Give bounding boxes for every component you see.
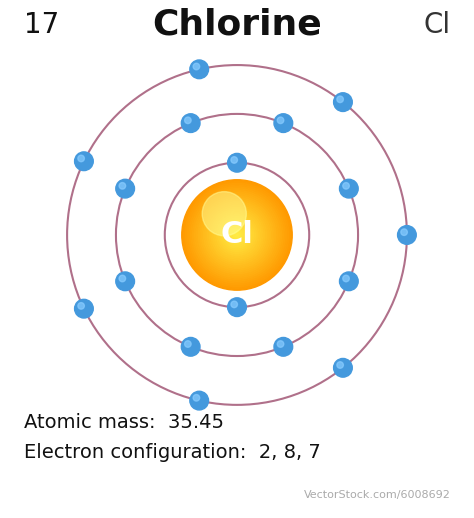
Circle shape [210,207,264,263]
Circle shape [116,179,135,198]
Text: Atomic mass:  35.45: Atomic mass: 35.45 [24,413,224,433]
Circle shape [74,299,93,318]
Circle shape [211,209,263,261]
Circle shape [334,93,352,111]
Circle shape [206,204,268,266]
Circle shape [220,219,254,252]
Circle shape [337,96,343,103]
Circle shape [339,179,358,198]
Circle shape [202,192,246,236]
Circle shape [339,272,358,291]
Circle shape [182,180,292,290]
Circle shape [337,362,343,368]
Circle shape [277,341,284,347]
Text: VectorStock®: VectorStock® [24,488,120,501]
Text: Chlorine: Chlorine [152,8,322,42]
Circle shape [190,60,209,79]
Circle shape [231,301,237,308]
Circle shape [334,358,352,377]
Circle shape [226,224,248,246]
Circle shape [228,153,246,172]
Circle shape [233,231,241,239]
Circle shape [182,337,200,356]
Circle shape [198,196,276,274]
Circle shape [222,220,252,250]
Text: Cl: Cl [220,221,254,250]
Circle shape [182,114,200,133]
Circle shape [190,391,209,410]
Circle shape [277,117,284,124]
Circle shape [193,63,200,70]
Circle shape [231,229,243,240]
Circle shape [116,272,135,291]
Circle shape [193,191,281,279]
Circle shape [184,117,191,124]
Circle shape [215,213,259,257]
Circle shape [343,182,349,189]
Circle shape [274,337,292,356]
Circle shape [195,193,279,277]
Circle shape [228,298,246,316]
Circle shape [185,183,289,286]
Circle shape [197,194,277,276]
Circle shape [343,275,349,282]
Text: 17: 17 [24,11,59,39]
Circle shape [183,182,291,289]
Circle shape [189,187,285,283]
Circle shape [274,114,292,133]
Circle shape [228,226,246,244]
Text: VectorStock.com/6008692: VectorStock.com/6008692 [303,490,450,500]
Circle shape [213,211,261,259]
Circle shape [191,189,283,281]
Circle shape [208,206,266,264]
Circle shape [193,395,200,401]
Circle shape [235,233,239,237]
Circle shape [119,182,126,189]
Circle shape [231,156,237,163]
Circle shape [187,185,287,285]
Circle shape [74,152,93,170]
Circle shape [219,217,255,253]
Circle shape [202,200,272,270]
Circle shape [401,229,407,236]
Circle shape [119,275,126,282]
Circle shape [184,341,191,347]
Text: Cl: Cl [423,11,450,39]
Text: Electron configuration:  2, 8, 7: Electron configuration: 2, 8, 7 [24,443,320,462]
Circle shape [398,226,416,244]
Circle shape [217,215,257,255]
Circle shape [78,303,84,309]
Circle shape [229,227,245,242]
Circle shape [200,198,274,272]
Circle shape [78,155,84,162]
Circle shape [204,202,270,268]
Circle shape [224,222,250,248]
